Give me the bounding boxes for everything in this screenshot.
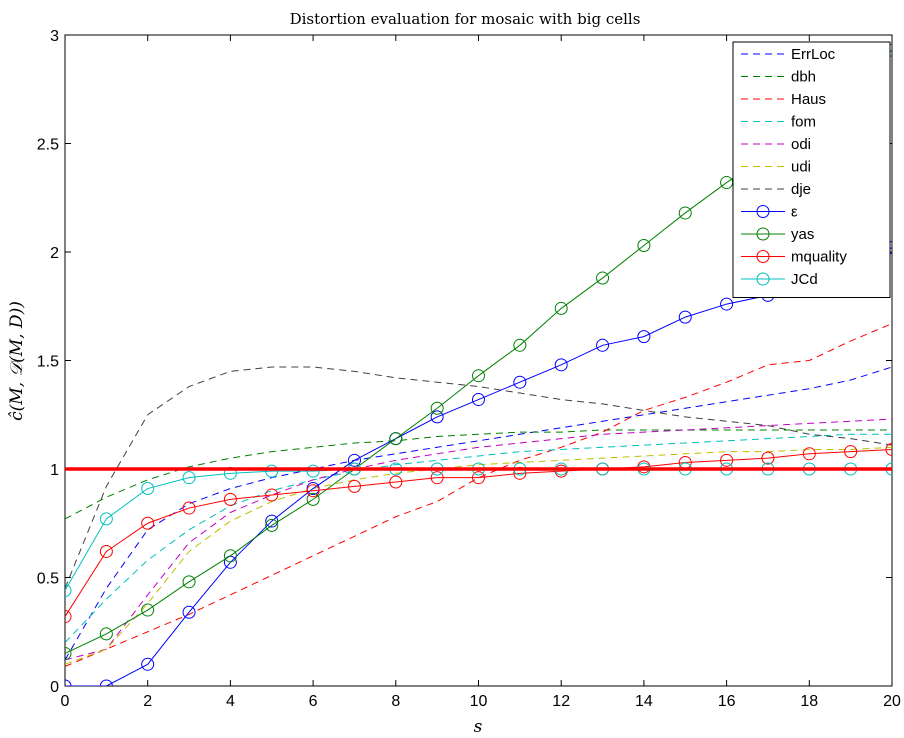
data-point bbox=[99, 679, 113, 686]
legend: ErrLoc dbh Haus fom odi udi dje ε yas mquality JCd bbox=[732, 41, 891, 298]
legend-entry: JCd bbox=[791, 271, 818, 288]
y-tick-label: 3 bbox=[50, 28, 59, 45]
x-tick-label: 16 bbox=[718, 693, 736, 710]
axis-ticks: 0 2 4 6 8 10 12 14 16 18 20 0 0.5 1 1.5 2 2.5 3 bbox=[37, 28, 901, 710]
data-point bbox=[65, 646, 72, 660]
data-point bbox=[885, 442, 892, 456]
y-tick-label: 1 bbox=[50, 462, 59, 479]
data-point bbox=[141, 482, 155, 496]
legend-marker bbox=[756, 272, 770, 286]
y-axis-label: ĉ(M, 𝒟(M, D)) bbox=[7, 301, 27, 421]
data-point bbox=[554, 358, 568, 372]
data-point bbox=[306, 464, 320, 478]
data-point bbox=[265, 518, 279, 532]
data-point bbox=[223, 492, 237, 506]
data-point bbox=[182, 471, 196, 485]
x-axis-label: s bbox=[474, 717, 483, 737]
data-point bbox=[65, 610, 72, 624]
data-point bbox=[678, 206, 692, 220]
legend-entry: ErrLoc bbox=[791, 46, 836, 63]
data-point bbox=[347, 479, 361, 493]
x-tick-label: 12 bbox=[552, 693, 570, 710]
data-point bbox=[223, 549, 237, 563]
series-line-4 bbox=[65, 418, 892, 661]
series-line-1 bbox=[65, 429, 892, 520]
chart-title: Distortion evaluation for mosaic with bi… bbox=[290, 10, 641, 28]
data-point bbox=[844, 445, 858, 459]
legend-entry: udi bbox=[791, 159, 811, 176]
x-tick-label: 14 bbox=[635, 693, 653, 710]
data-point bbox=[513, 375, 527, 389]
series-line-7 bbox=[65, 247, 892, 686]
data-point bbox=[141, 657, 155, 671]
data-point bbox=[761, 451, 775, 465]
series-line-3 bbox=[65, 433, 892, 643]
legend-box bbox=[732, 41, 891, 298]
data-point bbox=[472, 393, 485, 407]
data-point bbox=[182, 575, 196, 589]
y-tick-label: 0.5 bbox=[37, 571, 59, 588]
x-tick-label: 8 bbox=[391, 693, 400, 710]
data-point bbox=[141, 516, 155, 530]
x-tick-label: 18 bbox=[800, 693, 818, 710]
series-line-2 bbox=[65, 323, 892, 667]
x-tick-label: 6 bbox=[309, 693, 318, 710]
data-point bbox=[347, 453, 361, 467]
data-point bbox=[99, 512, 113, 526]
data-point bbox=[265, 464, 279, 478]
legend-entry: odi bbox=[791, 136, 811, 153]
data-point bbox=[472, 471, 485, 485]
data-point bbox=[182, 501, 196, 515]
x-tick-label: 20 bbox=[883, 693, 901, 710]
data-point bbox=[430, 410, 444, 424]
legend-entry: dje bbox=[791, 181, 811, 198]
x-tick-label: 10 bbox=[470, 693, 488, 710]
legend-entry: fom bbox=[791, 114, 816, 131]
series-line-9 bbox=[65, 448, 892, 617]
series-line-0 bbox=[65, 366, 892, 661]
data-point bbox=[306, 484, 320, 498]
data-point bbox=[472, 369, 485, 383]
data-point bbox=[720, 297, 734, 311]
legend-entry: ε bbox=[791, 204, 798, 221]
data-point bbox=[141, 603, 155, 617]
y-tick-label: 0 bbox=[50, 679, 59, 696]
data-point bbox=[306, 492, 320, 506]
x-tick-label: 2 bbox=[143, 693, 152, 710]
data-point bbox=[265, 488, 279, 502]
legend-marker bbox=[756, 250, 770, 263]
legend-entry: yas bbox=[791, 226, 814, 243]
y-tick-label: 2 bbox=[50, 245, 59, 262]
data-point bbox=[182, 605, 196, 619]
x-tick-label: 0 bbox=[61, 693, 70, 710]
data-point bbox=[637, 238, 651, 252]
data-point bbox=[720, 453, 734, 467]
data-point bbox=[389, 432, 403, 446]
legend-entry: dbh bbox=[791, 69, 816, 86]
data-point bbox=[596, 271, 610, 285]
data-point bbox=[596, 338, 610, 352]
legend-entry: mquality bbox=[791, 249, 847, 266]
data-point bbox=[65, 584, 72, 598]
data-point bbox=[430, 471, 444, 485]
data-point bbox=[99, 627, 113, 641]
y-tick-label: 1.5 bbox=[37, 354, 59, 371]
data-point bbox=[99, 544, 113, 558]
data-point bbox=[554, 301, 568, 315]
x-tick-label: 4 bbox=[226, 693, 235, 710]
data-point bbox=[513, 338, 527, 352]
legend-marker bbox=[756, 205, 770, 218]
data-point bbox=[389, 475, 403, 489]
y-tick-label: 2.5 bbox=[37, 137, 59, 154]
data-point bbox=[637, 330, 651, 344]
legend-marker bbox=[756, 227, 770, 241]
data-point bbox=[430, 401, 444, 415]
series-line-6 bbox=[65, 366, 892, 589]
legend-entry: Haus bbox=[791, 91, 826, 108]
data-point bbox=[802, 447, 816, 461]
data-point bbox=[678, 310, 692, 324]
